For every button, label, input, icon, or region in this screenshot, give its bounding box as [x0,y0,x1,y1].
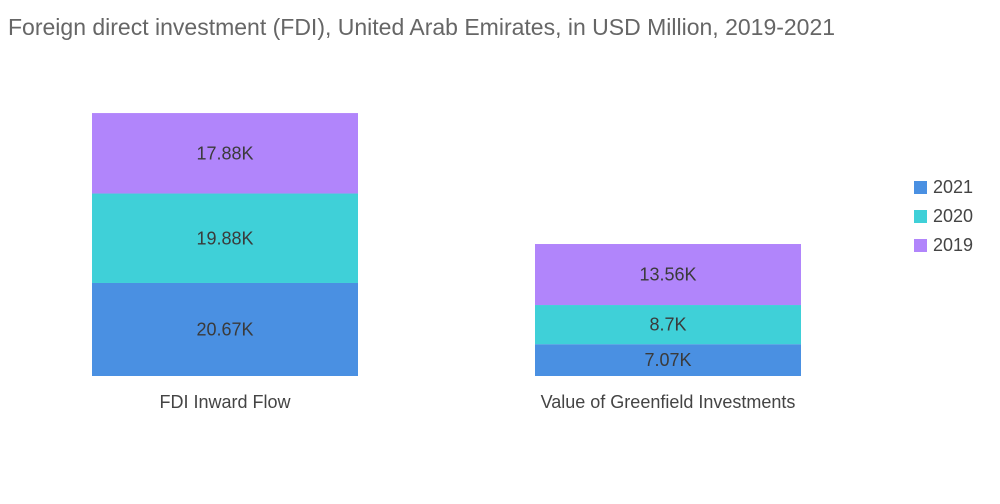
bar-segment-2019-1 [92,113,358,194]
data-label-2020-1: 19.88K [196,228,253,248]
data-label-2019-1: 17.88K [196,143,253,163]
legend-item-2020: 2020 [914,205,973,228]
bar-segment-2021-2 [535,344,801,376]
bar-segment-2019-2 [535,244,801,306]
legend-item-2021: 2021 [914,176,973,199]
legend-item-2019: 2019 [914,234,973,257]
data-label-2019-2: 13.56K [639,265,696,285]
legend-label-2021: 2021 [933,177,974,197]
data-label-2021-2: 7.07K [644,350,691,370]
chart-title: Foreign direct investment (FDI), United … [8,14,836,40]
legend-label-2020: 2020 [933,206,974,226]
data-label-2020-2: 8.7K [649,315,686,335]
legend-label-2019: 2019 [933,235,974,255]
legend: 2021 2020 2019 [914,176,973,263]
category-label-1: FDI Inward Flow [159,392,291,412]
legend-swatch-2021 [914,181,927,194]
legend-swatch-2020 [914,210,927,223]
bar-segment-2020-1 [92,193,358,283]
category-label-2: Value of Greenfield Investments [541,392,796,412]
data-label-2021-1: 20.67K [196,319,253,339]
bar-segment-2021-1 [92,282,358,376]
bar-segment-2020-2 [535,305,801,345]
legend-swatch-2019 [914,239,927,252]
